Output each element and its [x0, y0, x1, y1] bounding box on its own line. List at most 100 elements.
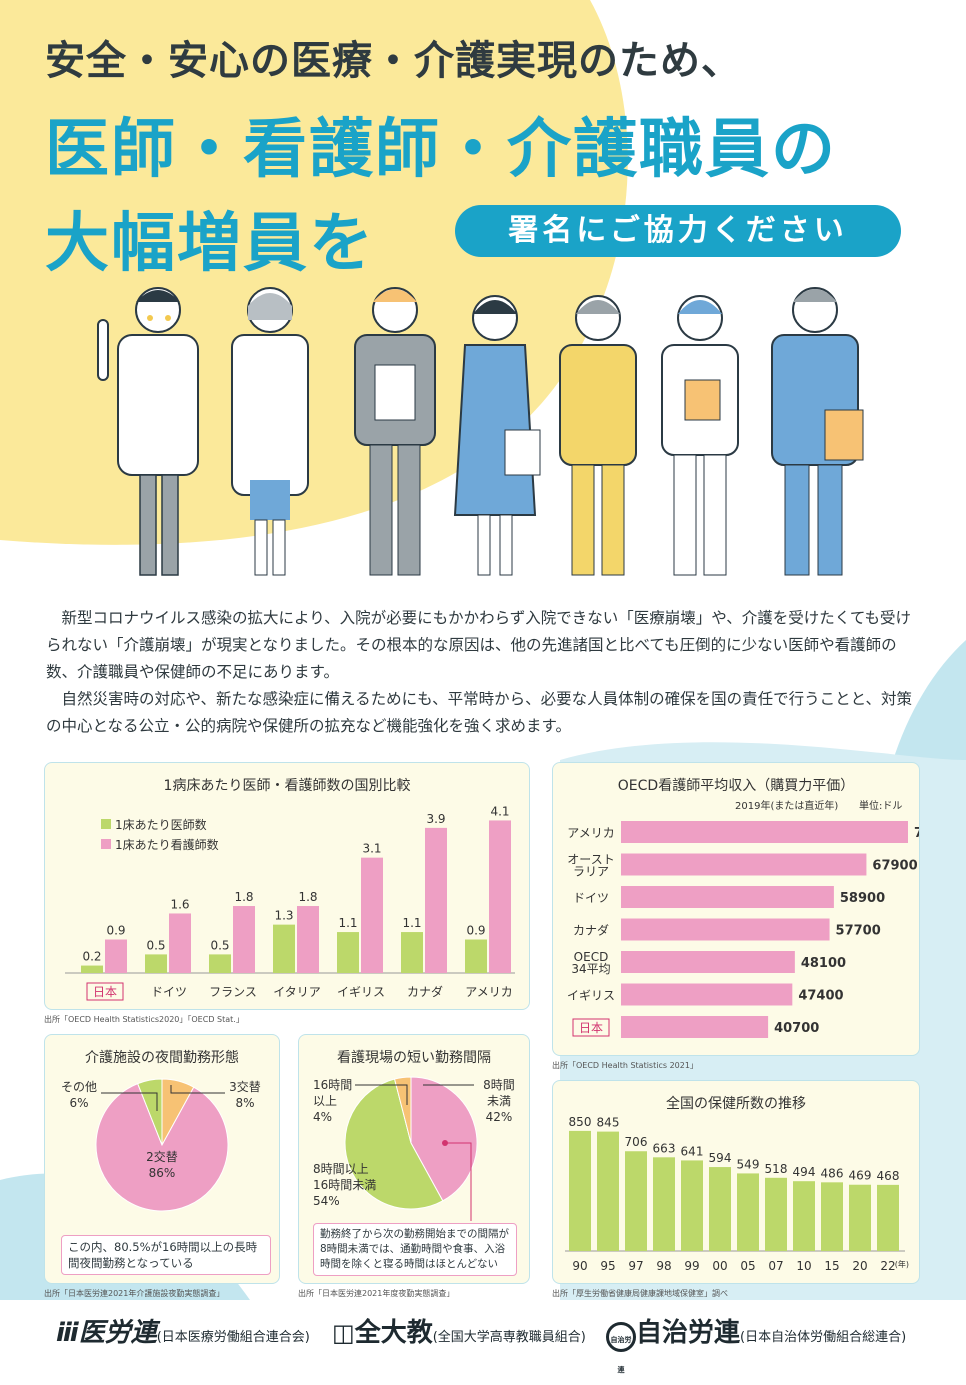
- bar-health-centers: [709, 1167, 731, 1251]
- leader-line: [101, 1092, 158, 1111]
- medical-staff-illustration: [97, 287, 864, 576]
- org-name: 全大教: [354, 1318, 433, 1348]
- data-label: 518: [765, 1162, 788, 1176]
- category-label: 34平均: [571, 962, 610, 976]
- chart-shift-interval-pie: 8時間未満 42% 16時間以上 4% 8時間以上 16時間未満 54%: [313, 1076, 515, 1221]
- slice-label: 2交替: [146, 1149, 178, 1164]
- bar-income: [621, 853, 867, 876]
- x-unit-label: (年): [895, 1259, 909, 1269]
- slice-label: 8時間: [483, 1078, 515, 1092]
- category-label: カナダ: [407, 984, 443, 999]
- pie-slice: [95, 1082, 229, 1212]
- org-name: 医労連: [78, 1318, 157, 1348]
- leader-line: [355, 1084, 408, 1105]
- data-label: 48100: [801, 956, 846, 971]
- data-label: 594: [709, 1151, 732, 1165]
- data-label: 1.3: [274, 909, 293, 923]
- bar-nurses: [105, 939, 127, 973]
- category-label: 20: [852, 1259, 867, 1273]
- legend-swatch-doctors: [101, 819, 111, 829]
- org-full-name: (日本自治体労働組合総連合): [740, 1330, 907, 1345]
- category-label: 00: [712, 1259, 727, 1273]
- pie-slice: [344, 1078, 444, 1210]
- nurse-figure-3: [559, 295, 637, 576]
- category-label: 90: [572, 1259, 587, 1273]
- category-label: 07: [768, 1259, 783, 1273]
- slice-value: 6%: [69, 1096, 88, 1110]
- slice-value: 42%: [486, 1110, 513, 1124]
- intro-text: 新型コロナウイルス感染の拡大により、入院が必要にもかかわらず入院できない「医療崩…: [46, 605, 922, 740]
- bar-health-centers: [569, 1130, 591, 1251]
- category-label: 22: [880, 1259, 895, 1273]
- bar-health-centers: [681, 1160, 703, 1251]
- data-label: 494: [793, 1165, 816, 1179]
- bar-health-centers: [793, 1181, 815, 1251]
- chart-nurse-income-panel: OECD看護師平均収入（購買力平価） 2019年(または直近年) 単位:ドル 794…: [552, 762, 920, 1056]
- bar-nurses: [169, 913, 191, 973]
- japan-highlight-box: [86, 982, 124, 1001]
- category-label: ラリア: [573, 865, 609, 879]
- org-full-name: (日本医療労働組合連合会): [156, 1330, 310, 1345]
- data-label: 4.1: [490, 804, 509, 818]
- category-label: アメリカ: [567, 826, 614, 840]
- footer-org-2: ◫全大教(全国大学高専教職員組合): [332, 1312, 586, 1349]
- data-label: 0.5: [146, 938, 165, 952]
- bar-doctors: [145, 954, 167, 973]
- data-label: 0.9: [106, 924, 125, 938]
- nurse-figure-1: [354, 287, 436, 576]
- doctor-figure-2: [231, 287, 309, 576]
- chart-health-centers: 850 90 845 95 706 97 663 98 641 99 594 00 549 05 518 07…: [565, 1115, 909, 1273]
- org-name: 自治労連: [636, 1318, 741, 1348]
- chart-doctors-nurses: 1床あたり医師数 1床あたり看護師数 0.2 0.9 日本 0.5 1.6 ドイツ 0.5 1.8…: [65, 804, 515, 1001]
- bar-doctors: [209, 954, 231, 973]
- slice-value: 54%: [313, 1194, 340, 1208]
- chart-night-shift-pie: 2交替 86% 3交替 8% その他 6%: [61, 1078, 261, 1212]
- bar-doctors: [465, 939, 487, 973]
- nurse-figure-2: [453, 295, 541, 576]
- category-label: OECD: [574, 950, 609, 964]
- chart-source: 出所「OECD Health Statistics 2021」: [552, 1061, 698, 1070]
- data-label: 3.9: [426, 812, 445, 826]
- zendaikyo-logo-icon: ◫: [332, 1319, 355, 1347]
- chart-doctors-nurses-panel: 1病床あたり医師・看護師数の国別比較 1床あたり医師数 1床あたり看護師数 0.2 0…: [44, 762, 530, 1010]
- category-label: 98: [656, 1259, 671, 1273]
- chart-title: 看護現場の短い勤務間隔: [337, 1050, 491, 1066]
- slice-value: 8%: [235, 1096, 254, 1110]
- bar-nurses: [361, 857, 383, 973]
- japan-highlight-box: [572, 1018, 610, 1037]
- category-label: 97: [628, 1259, 643, 1273]
- data-label: 58900: [840, 891, 885, 906]
- data-label: 1.1: [402, 916, 421, 930]
- data-label: 1.8: [234, 890, 253, 904]
- data-label: 47400: [798, 989, 843, 1004]
- bar-health-centers: [597, 1131, 619, 1251]
- bar-health-centers: [737, 1173, 759, 1251]
- chart-night-shift-panel: 介護施設の夜間勤務形態 2交替 86% 3交替 8% その他 6% この内、80.5%が1…: [44, 1034, 280, 1284]
- bar-income: [621, 886, 834, 908]
- pie-slice: [137, 1078, 163, 1146]
- data-label: 0.2: [82, 950, 101, 964]
- data-label: 549: [737, 1157, 760, 1171]
- bar-health-centers: [849, 1184, 871, 1251]
- category-label: イギリス: [567, 989, 615, 1003]
- chart-note: この内、80.5%が16時間以上の長時間夜間勤務となっている: [61, 1235, 271, 1275]
- category-label: 15: [824, 1259, 839, 1273]
- footer-org-1: ⅲ医労連(日本医療労働組合連合会): [56, 1312, 310, 1349]
- bar-doctors: [81, 965, 103, 973]
- category-label: ドイツ: [573, 891, 609, 905]
- data-label: 845: [597, 1116, 620, 1130]
- doctor-figure-1: [97, 287, 199, 576]
- chart-source: 出所「OECD Health Statistics2020」「OECD Stat…: [44, 1015, 244, 1024]
- chart-title: 1病床あたり医師・看護師数の国別比較: [163, 778, 411, 794]
- category-label: 10: [796, 1259, 811, 1273]
- chart-title: 介護施設の夜間勤務形態: [85, 1050, 239, 1066]
- chart-health-centers-panel: 全国の保健所数の推移 850 90 845 95 706 97 663 98 641 99 594 0…: [552, 1080, 920, 1284]
- category-label: イギリス: [337, 985, 385, 999]
- data-label: 1.1: [338, 916, 357, 930]
- category-label: 日本: [93, 985, 117, 999]
- pie-slice: [410, 1076, 478, 1202]
- slice-label: 16時間: [313, 1078, 352, 1092]
- legend-label-doctors: 1床あたり医師数: [115, 817, 207, 832]
- data-label: 850: [569, 1115, 592, 1129]
